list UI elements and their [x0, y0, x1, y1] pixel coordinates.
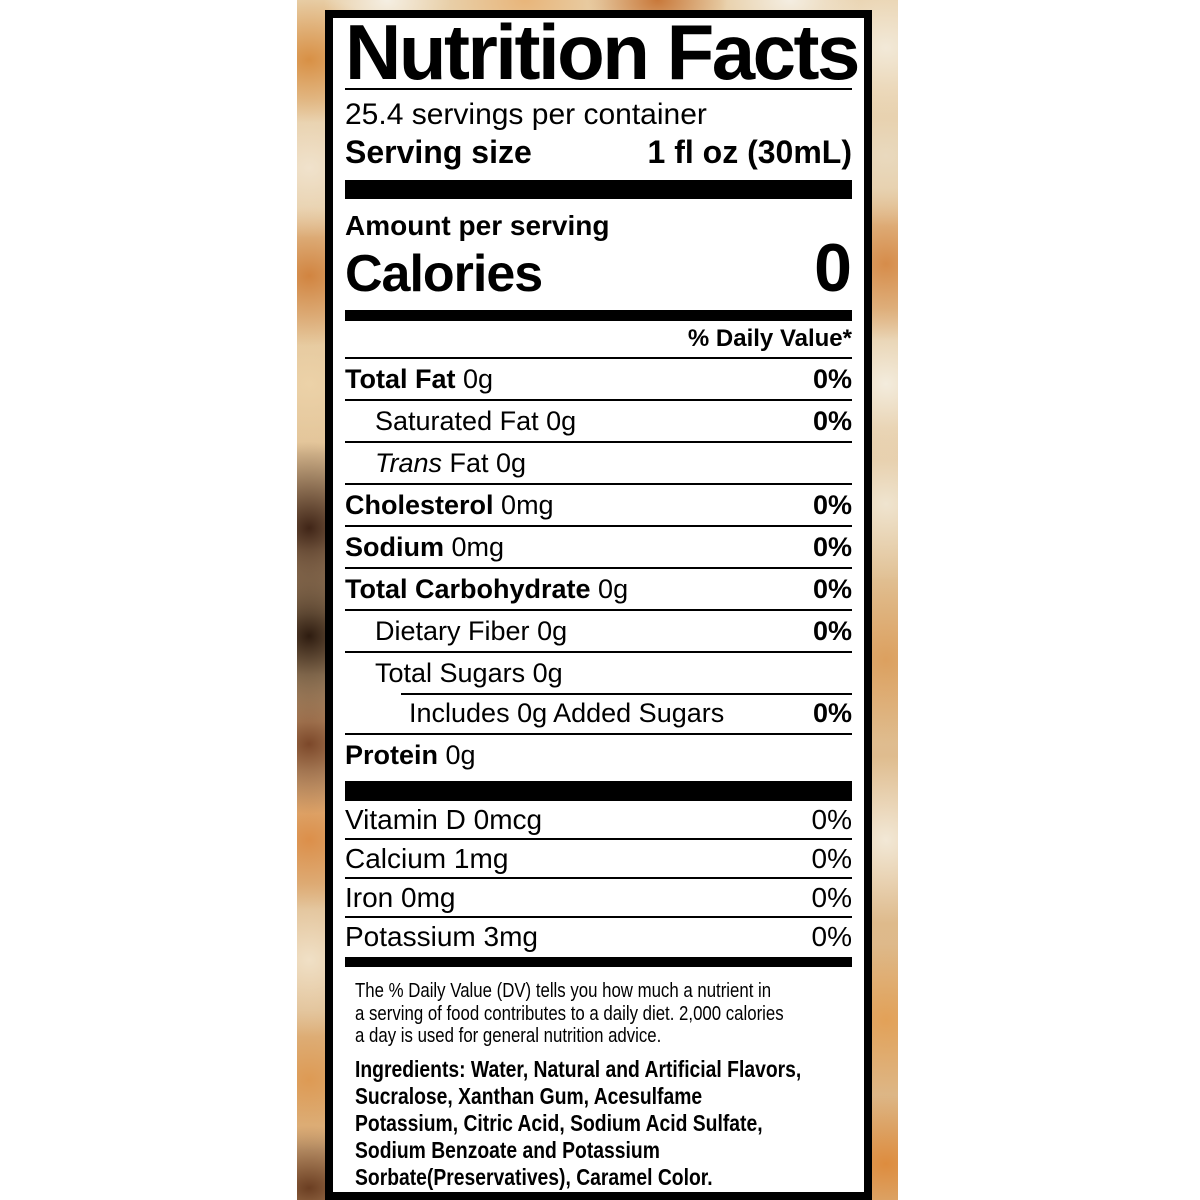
ingredients-list: Ingredients: Water, Natural and Artifici… — [345, 1056, 852, 1191]
vitamin-amount: 0mcg — [473, 804, 543, 835]
nutrient-name: Protein — [345, 740, 439, 770]
label-title: Nutrition Facts — [345, 10, 860, 96]
nutrient-dv: 0% — [812, 406, 852, 436]
daily-value-header: % Daily Value* — [345, 321, 852, 359]
ingredients-line: Sucralose, Xanthan Gum, Acesulfame — [355, 1082, 703, 1109]
vitamin-amount: 1mg — [453, 843, 509, 874]
nutrient-row-dietary-fiber: Dietary Fiber 0g 0% — [345, 609, 852, 651]
calories-label: Calories — [345, 245, 543, 303]
nutrient-row-total-carbohydrate: Total Carbohydrate 0g 0% — [345, 567, 852, 609]
footnote-line: a day is used for general nutrition advi… — [355, 1025, 662, 1047]
nutrient-amount: 0g — [532, 658, 563, 688]
nutrition-facts-label: Nutrition Facts 25.4 servings per contai… — [325, 10, 872, 1200]
vitamin-dv: 0% — [811, 882, 852, 913]
serving-size-value: 1 fl oz (30mL) — [647, 134, 852, 170]
ingredients-line: Sorbate(Preservatives), Caramel Color. — [355, 1163, 713, 1190]
vitamin-name: Iron — [345, 882, 394, 913]
nutrient-row-total-sugars: Total Sugars 0g — [345, 651, 852, 693]
nutrient-dv: 0% — [812, 532, 852, 562]
nutrient-row-sodium: Sodium 0mg 0% — [345, 525, 852, 567]
nutrient-dv: 0% — [812, 574, 852, 604]
nutrient-name: Total Fat — [345, 364, 456, 394]
thick-divider-bar — [345, 957, 852, 967]
nutrient-dv: 0% — [812, 698, 852, 728]
nutrient-row-added-sugars: Includes 0g Added Sugars 0% — [345, 693, 852, 733]
nutrient-amount: 0g — [598, 574, 629, 604]
ingredients-line: Sodium Benzoate and Potassium — [355, 1136, 660, 1163]
vitamin-row-calcium: Calcium 1mg 0% — [345, 838, 852, 877]
ingredients-line: Ingredients: Water, Natural and Artifici… — [355, 1055, 802, 1082]
nutrient-dv: 0% — [812, 616, 852, 646]
vitamin-row-potassium: Potassium 3mg 0% — [345, 916, 852, 955]
nutrient-amount: 0g — [445, 740, 476, 770]
vitamin-row-iron: Iron 0mg 0% — [345, 877, 852, 916]
nutrient-row-trans-fat: Trans Fat 0g — [345, 441, 852, 483]
footnote-line: The % Daily Value (DV) tells you how muc… — [355, 980, 772, 1002]
nutrient-amount: Fat 0g — [449, 448, 527, 478]
vitamin-name: Potassium — [345, 921, 476, 952]
vitamin-dv: 0% — [811, 921, 852, 952]
nutrient-row-cholesterol: Cholesterol 0mg 0% — [345, 483, 852, 525]
nutrient-name: Total Carbohydrate — [345, 574, 591, 604]
nutrient-amount: 0mg — [451, 532, 505, 562]
nutrient-name: Trans — [375, 448, 443, 478]
thick-divider-bar — [345, 310, 852, 321]
amount-per-serving-label: Amount per serving — [345, 210, 610, 241]
nutrient-row-saturated-fat: Saturated Fat 0g 0% — [345, 399, 852, 441]
nutrient-name: Cholesterol — [345, 490, 494, 520]
nutrient-name: Dietary Fiber — [375, 616, 530, 646]
vitamin-dv: 0% — [811, 804, 852, 835]
nutrient-dv: 0% — [812, 364, 852, 394]
nutrient-amount: 0g — [546, 406, 577, 436]
nutrient-name: Saturated Fat — [375, 406, 539, 436]
serving-size-label: Serving size — [345, 134, 532, 170]
servings-per-container: 25.4 servings per container — [345, 98, 707, 131]
nutrient-amount: 0mg — [501, 490, 554, 520]
nutrient-dv: 0% — [812, 490, 852, 520]
nutrient-name: Sodium — [345, 532, 444, 562]
serving-size-row: Serving size 1 fl oz (30mL) — [345, 134, 852, 170]
thick-divider-bar — [345, 781, 852, 801]
calories-row: Calories 0 — [345, 230, 852, 306]
nutrient-name: Total Sugars — [375, 658, 526, 688]
vitamin-dv: 0% — [811, 843, 852, 874]
footnote-line: a serving of food contributes to a daily… — [355, 1002, 784, 1025]
vitamin-amount: 0mg — [401, 882, 456, 913]
nutrient-row-protein: Protein 0g — [345, 733, 852, 775]
calories-value: 0 — [814, 230, 852, 306]
nutrient-amount: 0g — [463, 364, 494, 394]
vitamin-row-vitamin-d: Vitamin D 0mcg 0% — [345, 801, 852, 838]
vitamin-name: Vitamin D — [345, 804, 466, 835]
vitamin-amount: 3mg — [483, 921, 538, 952]
nutrient-name: Includes 0g Added Sugars — [409, 698, 725, 728]
daily-value-footnote: The % Daily Value (DV) tells you how muc… — [345, 980, 852, 1048]
vitamin-name: Calcium — [345, 843, 447, 874]
thick-divider-bar — [345, 180, 852, 199]
nutrient-row-total-fat: Total Fat 0g 0% — [345, 359, 852, 399]
nutrient-amount: 0g — [537, 616, 568, 646]
ingredients-line: Potassium, Citric Acid, Sodium Acid Sulf… — [355, 1109, 763, 1136]
